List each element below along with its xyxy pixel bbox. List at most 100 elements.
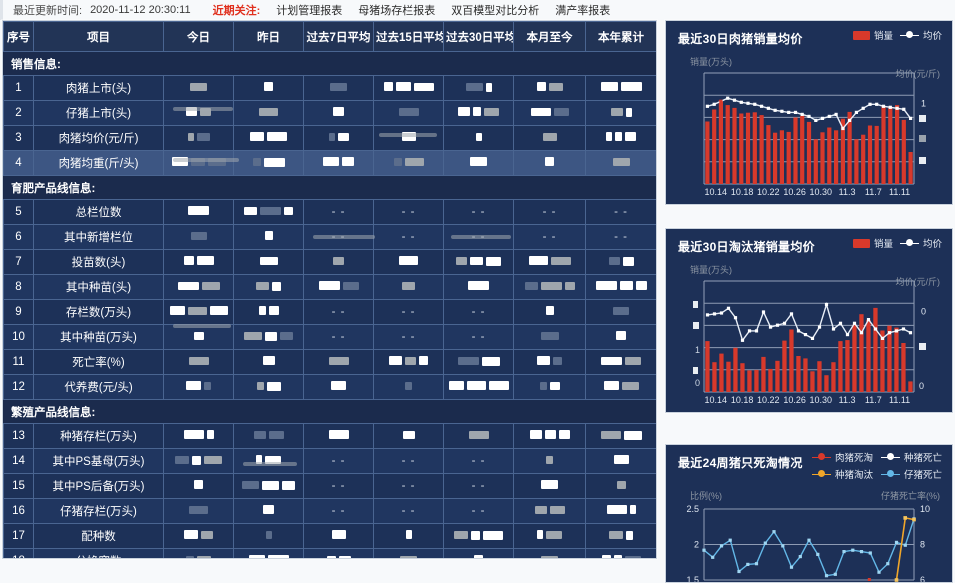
- redacted-value: [190, 83, 207, 91]
- redacted-value: [190, 232, 207, 240]
- table-cell-index: 16: [3, 498, 34, 524]
- empty-value-dash: - -: [401, 480, 416, 492]
- table-cell-value: [443, 523, 514, 549]
- chart1-legend-item-sales[interactable]: 销量: [852, 28, 893, 42]
- table-row[interactable]: 4 肉猪均重(斤/头): [3, 150, 656, 176]
- chart3-legend-item-breeder-death[interactable]: 种猪死亡: [880, 450, 942, 464]
- chart2-plot-area: 10.14 10.18 10.22 10.26 10.30 11.3 11.7 11.11 0 0…: [666, 277, 952, 412]
- table-row[interactable]: 3 肉猪均价(元/斤): [3, 125, 656, 151]
- redacted-value: [458, 107, 499, 116]
- table-row[interactable]: 17 配种数: [3, 523, 656, 549]
- table-cell-value: [303, 423, 374, 449]
- svg-text:10: 10: [920, 504, 930, 514]
- chart2-y-right-axis-label: 均价(元/斤): [895, 277, 941, 287]
- table-row[interactable]: 7 投苗数(头): [3, 249, 656, 275]
- redacted-value: [399, 256, 418, 265]
- table-cell-value: - -: [373, 448, 444, 474]
- redacted-value: [328, 133, 349, 141]
- table-cell-value: [443, 75, 514, 101]
- table-row[interactable]: 8 其中种苗(头): [3, 274, 656, 300]
- empty-value-dash: - -: [331, 306, 346, 318]
- empty-value-dash: - -: [471, 306, 486, 318]
- chart1-plot-area: 10.14 10.18 10.22 10.26 10.30 11.3 11.7 11.11 1: [666, 69, 952, 204]
- table-row[interactable]: 12 代养费(元/头): [3, 374, 656, 400]
- table-cell-item-name: 肉猪上市(头): [33, 75, 164, 101]
- table-cell-item-name: 其中PS基母(万头): [33, 448, 164, 474]
- table-cell-item-name: 其中种苗(头): [33, 274, 164, 300]
- redacted-value: [610, 107, 632, 117]
- chart3-legend-label-4: 仔猪死亡: [903, 470, 942, 481]
- table-row[interactable]: 6 其中新增栏位 - - - - - - - - - -: [3, 224, 656, 250]
- empty-value-dash: - -: [401, 331, 416, 343]
- table-cell-value: [373, 349, 444, 375]
- chart3-header: 最近24周猪只死淘情况 肉猪死淘 种猪死亡 种猪淘汰: [666, 445, 952, 489]
- table-row[interactable]: 14 其中PS基母(万头) - - - - - -: [3, 448, 656, 474]
- table-cell-value: - -: [303, 448, 374, 474]
- redacted-value: [475, 133, 482, 141]
- redacted-value: [186, 107, 211, 116]
- chart3-legend-item-market-hog-death-cull[interactable]: 肉猪死淘: [811, 450, 873, 464]
- line-marker-icon: [899, 239, 919, 248]
- redacted-value: [383, 82, 434, 91]
- table-cell-value: [513, 274, 586, 300]
- empty-value-dash: - -: [471, 206, 486, 218]
- svg-text:10.30: 10.30: [810, 395, 833, 405]
- chart2-legend-item-avg-price[interactable]: 均价: [899, 236, 942, 250]
- table-cell-value: [373, 423, 444, 449]
- table-row[interactable]: 2 仔猪上市(头): [3, 100, 656, 126]
- chart1-legend-item-avg-price[interactable]: 均价: [899, 28, 942, 42]
- link-capacity-rate-report[interactable]: 满产率报表: [555, 5, 611, 17]
- redacted-value: [259, 108, 278, 116]
- table-cell-value: [303, 523, 374, 549]
- table-cell-value: [373, 523, 444, 549]
- link-sow-farm-inventory-report[interactable]: 母猪场存栏报表: [358, 5, 436, 17]
- kpi-table: 序号 项目 今日 昨日 过去7日平均 过去15日平均 过去30日平均 本月至今 …: [3, 21, 656, 558]
- chart3-title: 最近24周猪只死淘情况: [678, 456, 803, 470]
- chart3-legend-item-piglet-death[interactable]: 仔猪死亡: [880, 467, 942, 481]
- table-row[interactable]: 10 其中种苗(万头) - - - - - -: [3, 324, 656, 350]
- table-row[interactable]: 15 其中PS后备(万头) - - - - - -: [3, 473, 656, 499]
- chart2-legend-item-sales[interactable]: 销量: [852, 236, 893, 250]
- table-cell-value: [163, 199, 234, 225]
- redacted-value: [400, 556, 417, 558]
- table-row[interactable]: 13 种猪存栏(万头): [3, 423, 656, 449]
- table-cell-item-name: 仔猪存栏(万头): [33, 498, 164, 524]
- table-cell-value: - -: [513, 199, 586, 225]
- table-row[interactable]: 1 肉猪上市(头): [3, 75, 656, 101]
- table-cell-item-name: 分娩窝数: [33, 548, 164, 558]
- table-row[interactable]: 5 总栏位数 - - - - - - - - - -: [3, 199, 656, 225]
- table-cell-value: [233, 299, 304, 325]
- svg-text:10.18: 10.18: [731, 187, 754, 197]
- table-cell-index: 14: [3, 448, 34, 474]
- table-row[interactable]: 9 存栏数(万头) - - - - - -: [3, 299, 656, 325]
- table-row[interactable]: 16 仔猪存栏(万头) - - - - - -: [3, 498, 656, 524]
- table-header-row: 序号 项目 今日 昨日 过去7日平均 过去15日平均 过去30日平均 本月至今 …: [3, 21, 656, 52]
- redacted-value: [265, 531, 272, 539]
- redacted-value: [468, 431, 489, 439]
- table-cell-value: [513, 100, 586, 126]
- table-cell-value: [585, 249, 656, 275]
- redacted-value: [331, 530, 346, 539]
- redacted-value: [175, 455, 222, 465]
- table-cell-value: [373, 150, 444, 176]
- link-double-hundred-model-comparison[interactable]: 双百模型对比分析: [451, 5, 540, 17]
- empty-value-dash: - -: [471, 231, 486, 243]
- table-cell-value: [513, 75, 586, 101]
- chart1-legend: 销量 均价: [852, 28, 942, 42]
- table-row[interactable]: 18分娩窝数: [3, 548, 656, 558]
- chart3-legend-item-breeder-cull[interactable]: 种猪淘汰: [811, 467, 873, 481]
- redacted-value: [258, 306, 279, 315]
- link-plan-management-report[interactable]: 计划管理报表: [276, 5, 343, 17]
- redacted-value: [244, 331, 293, 341]
- table-cell-index: 17: [3, 523, 34, 549]
- table-cell-value: [585, 274, 656, 300]
- table-section-title: 育肥产品线信息:: [3, 175, 656, 200]
- redacted-value: [541, 480, 558, 489]
- table-cell-value: [233, 249, 304, 275]
- table-row[interactable]: 11 死亡率(%): [3, 349, 656, 375]
- chart1-title: 最近30日肉猪销量均价: [678, 32, 803, 46]
- table-section-row: 育肥产品线信息:: [3, 175, 656, 200]
- redacted-value: [601, 555, 641, 558]
- table-cell-value: [233, 224, 304, 250]
- redacted-value: [256, 455, 281, 464]
